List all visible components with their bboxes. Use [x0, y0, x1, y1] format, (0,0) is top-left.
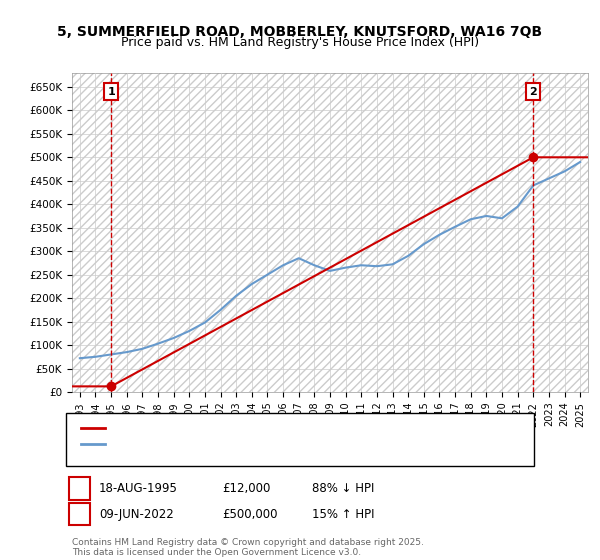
Text: 5, SUMMERFIELD ROAD, MOBBERLEY, KNUTSFORD, WA16 7QB: 5, SUMMERFIELD ROAD, MOBBERLEY, KNUTSFOR…: [58, 25, 542, 39]
Text: 2: 2: [529, 87, 537, 96]
Text: 1: 1: [107, 87, 115, 96]
Text: 18-AUG-1995: 18-AUG-1995: [99, 482, 178, 495]
Text: 15% ↑ HPI: 15% ↑ HPI: [312, 507, 374, 521]
Text: Price paid vs. HM Land Registry's House Price Index (HPI): Price paid vs. HM Land Registry's House …: [121, 36, 479, 49]
Text: £500,000: £500,000: [222, 507, 277, 521]
Text: 09-JUN-2022: 09-JUN-2022: [99, 507, 174, 521]
Text: 1: 1: [76, 482, 84, 495]
Text: HPI: Average price, detached house, Cheshire East: HPI: Average price, detached house, Ches…: [108, 439, 373, 449]
Text: Contains HM Land Registry data © Crown copyright and database right 2025.
This d: Contains HM Land Registry data © Crown c…: [72, 538, 424, 557]
Text: 88% ↓ HPI: 88% ↓ HPI: [312, 482, 374, 495]
Text: 5, SUMMERFIELD ROAD, MOBBERLEY, KNUTSFORD, WA16 7QB (detached house): 5, SUMMERFIELD ROAD, MOBBERLEY, KNUTSFOR…: [108, 423, 527, 433]
Text: 2: 2: [76, 507, 84, 521]
Text: £12,000: £12,000: [222, 482, 271, 495]
